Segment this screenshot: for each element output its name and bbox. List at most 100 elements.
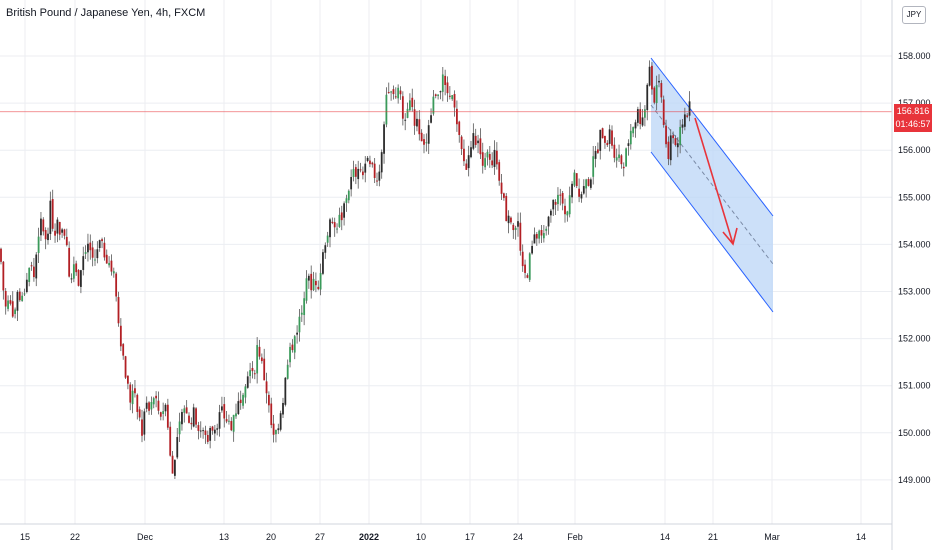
- x-tick-label: Dec: [137, 532, 154, 542]
- last-price-value: 156.816: [896, 106, 930, 116]
- candle-body: [568, 195, 571, 215]
- candle-body: [18, 291, 21, 301]
- candle-body: [0, 248, 2, 262]
- candle-body: [557, 194, 559, 205]
- candle-body: [444, 75, 447, 86]
- y-tick-label: 151.000: [898, 381, 931, 391]
- candle-body: [291, 344, 294, 351]
- x-tick-label: 21: [708, 532, 718, 542]
- candle-body: [152, 398, 155, 405]
- candle-body: [333, 222, 336, 228]
- candle-body: [622, 166, 625, 169]
- candle-body: [51, 199, 54, 229]
- chart-title: British Pound / Japanese Yen, 4h, FXCM: [6, 7, 206, 19]
- candlestick-series: [0, 60, 691, 480]
- candle-body: [14, 309, 16, 315]
- candle-body: [228, 420, 230, 422]
- candle-body: [618, 154, 620, 159]
- candle-body: [181, 412, 183, 425]
- axes: [0, 0, 893, 550]
- candle-body: [275, 429, 277, 435]
- arrow-shaft: [694, 117, 734, 245]
- candle-body: [218, 412, 221, 429]
- y-tick-label: 157.000: [898, 98, 931, 108]
- candle-body: [331, 221, 334, 223]
- candle-body: [42, 219, 45, 232]
- candle-body: [399, 90, 402, 95]
- candle-body: [644, 109, 646, 118]
- candle-body: [550, 210, 552, 216]
- y-tick-label: 153.000: [898, 287, 931, 297]
- candle-body: [575, 173, 578, 187]
- candle-body: [571, 183, 573, 198]
- candle-body: [44, 230, 47, 240]
- candle-body: [554, 201, 557, 205]
- candle-body: [498, 162, 501, 181]
- candle-body: [376, 180, 378, 182]
- y-tick-label: 155.000: [898, 192, 931, 202]
- candle-body: [601, 128, 604, 139]
- candle-body: [65, 236, 68, 246]
- candle-body: [166, 404, 169, 428]
- x-tick-label: 20: [266, 532, 276, 542]
- candle-body: [96, 249, 99, 259]
- candle-body: [131, 390, 134, 405]
- currency-badge[interactable]: JPY: [902, 6, 926, 24]
- candle-body: [526, 275, 529, 278]
- candle-body: [63, 229, 66, 236]
- candle-body: [162, 411, 165, 415]
- candle-body: [56, 219, 59, 234]
- candle-body: [84, 252, 87, 254]
- candle-body: [58, 221, 61, 235]
- candle-body: [159, 412, 162, 417]
- candle-body: [510, 217, 512, 223]
- candle-body: [350, 177, 353, 190]
- candle-body: [660, 83, 663, 98]
- candle-body: [4, 290, 7, 307]
- candle-body: [37, 236, 40, 254]
- candle-body: [456, 108, 458, 125]
- channel-lower-line[interactable]: [650, 151, 774, 313]
- candle-body: [312, 278, 315, 291]
- forecast-arrow[interactable]: [694, 117, 738, 246]
- candle-body: [336, 228, 338, 230]
- candle-body: [394, 96, 397, 98]
- candle-body: [319, 272, 322, 290]
- price-axis[interactable]: 149.000 150.000 151.000 152.000 153.000 154.0…: [893, 0, 932, 524]
- channel-mid-line[interactable]: [650, 104, 774, 265]
- candle-body: [594, 150, 597, 159]
- candle-body: [112, 271, 115, 274]
- price-axis-bg: [893, 0, 932, 524]
- candle-body: [80, 270, 82, 287]
- candle-body: [406, 108, 409, 118]
- candle-body: [239, 399, 242, 404]
- candle-body: [676, 143, 679, 148]
- candle-body: [439, 91, 442, 93]
- candle-body: [655, 85, 658, 104]
- candle-body: [561, 193, 564, 204]
- candle-body: [338, 214, 341, 227]
- channel-upper-line[interactable]: [650, 57, 774, 217]
- candle-body: [521, 251, 524, 267]
- candle-body: [385, 94, 388, 125]
- candle-body: [531, 245, 533, 254]
- candle-body: [672, 135, 674, 139]
- candle-body: [91, 247, 94, 258]
- candle-body: [11, 301, 14, 317]
- candle-body: [300, 312, 303, 315]
- time-axis[interactable]: 15 22 Dec 13 20 27 2022 10 17 24 Feb 14 21 Mar 14: [20, 532, 866, 542]
- candle-body: [101, 239, 103, 242]
- candle-body: [681, 124, 684, 128]
- candle-body: [216, 428, 219, 430]
- x-tick-label: 13: [219, 532, 229, 542]
- candle-body: [597, 149, 599, 153]
- parallel-channel-drawing[interactable]: [650, 57, 774, 313]
- candle-body: [580, 194, 583, 199]
- candle-body: [446, 82, 449, 94]
- candle-body: [329, 219, 331, 238]
- candle-body: [277, 428, 280, 431]
- x-tick-label: 22: [70, 532, 80, 542]
- candle-body: [458, 121, 461, 136]
- x-tick-label: 27: [315, 532, 325, 542]
